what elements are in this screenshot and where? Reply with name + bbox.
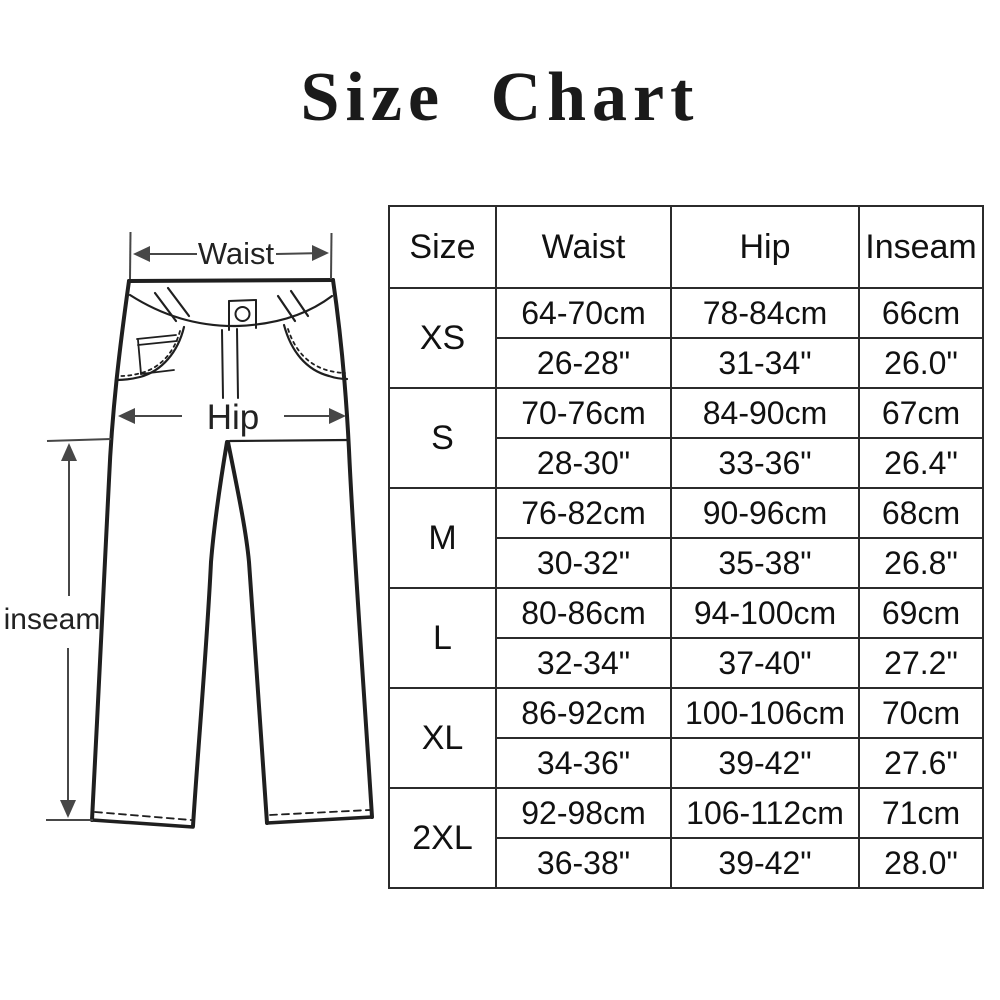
left-hem-stitching xyxy=(94,811,192,821)
right-hem-stitching xyxy=(269,809,371,816)
table-row: 26-28" 31-34" 26.0" xyxy=(389,337,984,389)
hip-in-cell: 39-42" xyxy=(670,837,860,889)
hip-cm-cell: 106-112cm xyxy=(670,787,860,839)
pants-outline xyxy=(90,278,374,829)
table-row: XL 86-92cm 100-106cm 70cm xyxy=(388,687,984,789)
table-row: S 70-76cm 84-90cm 67cm xyxy=(388,387,984,489)
inseam-in-cell: 26.0" xyxy=(858,337,984,389)
table-row: 2XL 92-98cm 106-112cm 71cm xyxy=(388,787,984,889)
size-cell: S xyxy=(388,387,497,489)
waist-cm-cell: 70-76cm xyxy=(495,387,672,439)
header-waist: Waist xyxy=(495,205,672,289)
table-row: 34-36" 39-42" 27.6" xyxy=(389,737,984,789)
inseam-in-cell: 27.6" xyxy=(858,737,984,789)
hip-in-cell: 33-36" xyxy=(670,437,860,489)
inseam-cm-cell: 69cm xyxy=(858,587,984,639)
hip-cm-cell: 90-96cm xyxy=(670,487,860,539)
hip-label: Hip xyxy=(207,398,260,437)
size-cell: 2XL xyxy=(388,787,497,889)
waist-cm-cell: 86-92cm xyxy=(495,687,672,739)
table-row: M 76-82cm 90-96cm 68cm xyxy=(388,487,984,589)
page-title: Size Chart xyxy=(300,59,700,136)
inseam-cm-cell: 66cm xyxy=(858,287,984,339)
button-icon xyxy=(234,306,251,322)
fly-and-button xyxy=(221,299,257,399)
table-header-row: Size Waist Hip Inseam xyxy=(388,205,984,289)
belt-loops xyxy=(153,286,310,323)
hip-cm-cell: 100-106cm xyxy=(670,687,860,739)
size-cell: M xyxy=(388,487,497,589)
inseam-in-cell: 27.2" xyxy=(858,637,984,689)
table-row: XS 64-70cm 78-84cm 66cm xyxy=(388,287,984,389)
inseam-cm-cell: 68cm xyxy=(858,487,984,539)
size-cell: XS xyxy=(388,287,497,389)
table-row: L 80-86cm 94-100cm 69cm xyxy=(388,587,984,689)
waist-in-cell: 36-38" xyxy=(495,837,672,889)
header-size: Size xyxy=(388,205,497,289)
inseam-label: inseam xyxy=(4,603,101,636)
size-cell: XL xyxy=(388,687,497,789)
inseam-cm-cell: 70cm xyxy=(858,687,984,739)
hip-cm-cell: 94-100cm xyxy=(670,587,860,639)
inseam-cm-cell: 67cm xyxy=(858,387,984,439)
waist-cm-cell: 76-82cm xyxy=(495,487,672,539)
size-cell: L xyxy=(388,587,497,689)
inseam-arrow-annotation xyxy=(46,438,112,821)
hip-in-cell: 35-38" xyxy=(670,537,860,589)
hip-arrow-annotation xyxy=(118,408,346,424)
waist-in-cell: 32-34" xyxy=(495,637,672,689)
hip-in-cell: 39-42" xyxy=(670,737,860,789)
hip-in-cell: 37-40" xyxy=(670,637,860,689)
waist-in-cell: 26-28" xyxy=(495,337,672,389)
waist-label: Waist xyxy=(198,236,275,271)
waist-in-cell: 30-32" xyxy=(495,537,672,589)
coin-pocket xyxy=(136,334,178,375)
table-row: 36-38" 39-42" 28.0" xyxy=(389,837,984,889)
hip-cm-cell: 78-84cm xyxy=(670,287,860,339)
waist-arrow-annotation xyxy=(129,231,333,280)
waistband xyxy=(128,293,334,328)
table-row: 28-30" 33-36" 26.4" xyxy=(389,437,984,489)
size-table: Size Waist Hip Inseam XS 64-70cm 78-84cm… xyxy=(388,205,984,889)
table-row: 30-32" 35-38" 26.8" xyxy=(389,537,984,589)
hip-in-cell: 31-34" xyxy=(670,337,860,389)
header-inseam: Inseam xyxy=(858,205,984,289)
hip-cm-cell: 84-90cm xyxy=(670,387,860,439)
waist-cm-cell: 92-98cm xyxy=(495,787,672,839)
table-row: 32-34" 37-40" 27.2" xyxy=(389,637,984,689)
waist-in-cell: 28-30" xyxy=(495,437,672,489)
pants-measurement-diagram: Waist Hip inseam xyxy=(4,231,374,829)
inseam-in-cell: 26.8" xyxy=(858,537,984,589)
waist-cm-cell: 64-70cm xyxy=(495,287,672,339)
waist-in-cell: 34-36" xyxy=(495,737,672,789)
inseam-in-cell: 28.0" xyxy=(858,837,984,889)
waist-cm-cell: 80-86cm xyxy=(495,587,672,639)
inseam-cm-cell: 71cm xyxy=(858,787,984,839)
header-hip: Hip xyxy=(670,205,860,289)
inseam-in-cell: 26.4" xyxy=(858,437,984,489)
front-pockets xyxy=(115,323,349,382)
